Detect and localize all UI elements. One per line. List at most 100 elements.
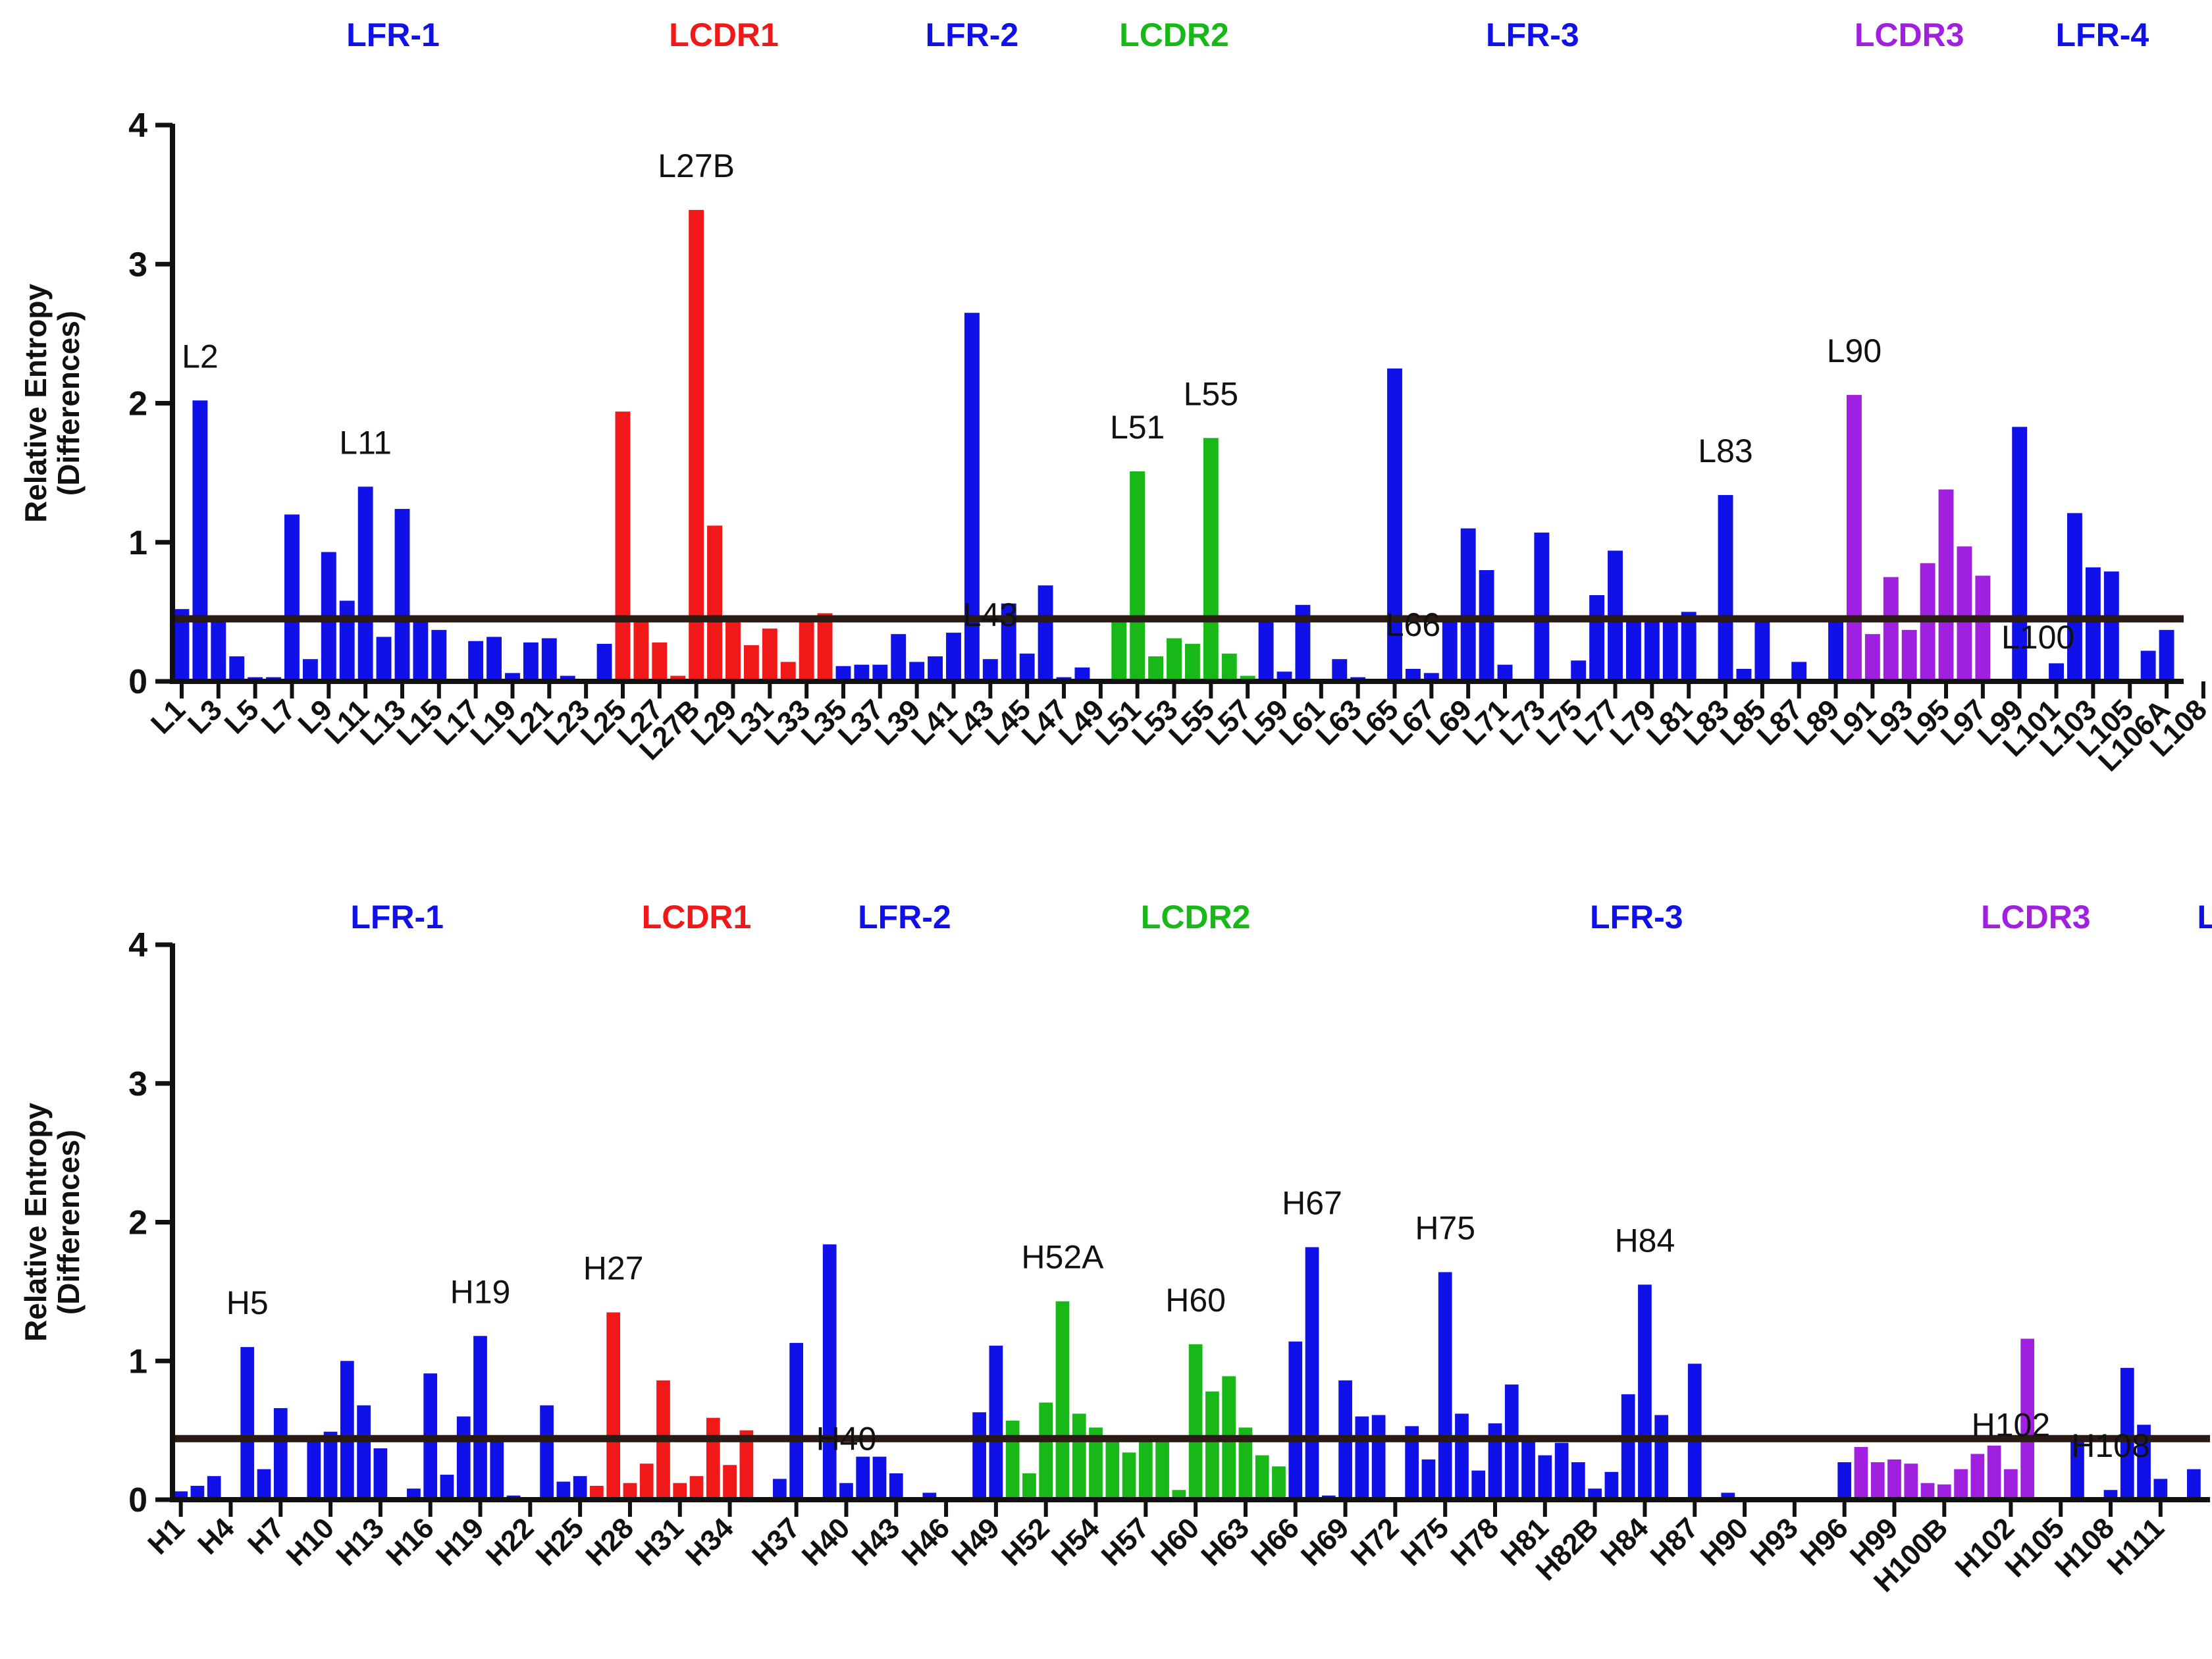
bar-L69 bbox=[1460, 528, 1476, 681]
bar-L31 bbox=[762, 628, 777, 681]
peak-annotation: L83 bbox=[1698, 433, 1752, 469]
bar-L8 bbox=[302, 659, 318, 681]
bar-L71 bbox=[1497, 664, 1513, 681]
bar-H87 bbox=[1687, 1363, 1702, 1500]
bar-H41 bbox=[856, 1456, 870, 1500]
bar-L48 bbox=[1074, 667, 1090, 681]
peak-annotation: L100 bbox=[2001, 619, 2074, 656]
bar-L87 bbox=[1791, 662, 1807, 681]
bar-H53 bbox=[1072, 1413, 1086, 1500]
bar-L57 bbox=[1240, 675, 1255, 681]
y-tick-label: 2 bbox=[128, 1204, 147, 1242]
bar-H103 bbox=[2020, 1338, 2035, 1500]
peak-annotation: H102 bbox=[1972, 1407, 2051, 1444]
bar-L84 bbox=[1736, 668, 1752, 681]
bar-L3 bbox=[211, 618, 226, 681]
bar-H5 bbox=[240, 1347, 255, 1500]
bar-L106A bbox=[2159, 629, 2174, 681]
y-axis-label: Relative Entropy bbox=[18, 1103, 53, 1342]
x-tick-label: H49 bbox=[945, 1512, 1006, 1572]
y-tick-label: 2 bbox=[128, 385, 147, 423]
bar-H82A bbox=[1571, 1462, 1585, 1500]
bar-L55 bbox=[1203, 438, 1219, 681]
bar-L37 bbox=[872, 664, 888, 681]
bar-L90 bbox=[1846, 394, 1862, 681]
x-tick-label: H96 bbox=[1794, 1512, 1855, 1572]
bar-L85 bbox=[1754, 620, 1770, 681]
bar-H96 bbox=[1837, 1462, 1852, 1500]
peak-annotation: L27B bbox=[658, 147, 735, 184]
bar-H100 bbox=[1904, 1463, 1918, 1500]
x-tick-label: H54 bbox=[1045, 1512, 1106, 1572]
peak-annotation: H52A bbox=[1021, 1239, 1104, 1276]
bar-H23 bbox=[540, 1405, 554, 1500]
peak-annotation: L66 bbox=[1386, 606, 1440, 643]
y-axis-label: Relative Entropy bbox=[18, 284, 53, 523]
bar-H12 bbox=[357, 1405, 371, 1500]
peak-annotation: H60 bbox=[1165, 1282, 1226, 1319]
x-tick-label: H34 bbox=[679, 1512, 740, 1572]
peak-annotation: H84 bbox=[1615, 1222, 1675, 1259]
y-tick-label: 1 bbox=[128, 524, 147, 562]
bar-H57 bbox=[1138, 1438, 1153, 1500]
x-tick-label: H105 bbox=[1999, 1512, 2070, 1583]
bar-L27A bbox=[670, 675, 686, 681]
x-tick-label: H66 bbox=[1245, 1512, 1305, 1572]
peak-annotation: H75 bbox=[1415, 1209, 1475, 1246]
x-tick-label: H52 bbox=[995, 1512, 1056, 1572]
bar-H55 bbox=[1105, 1440, 1120, 1500]
bar-H63 bbox=[1238, 1427, 1253, 1500]
bar-H31 bbox=[673, 1483, 687, 1500]
bar-L27B bbox=[689, 209, 704, 681]
region-label-lfr-3: LFR-3 bbox=[1486, 16, 1579, 53]
y-tick-label: 0 bbox=[128, 663, 147, 701]
bar-H106 bbox=[2070, 1441, 2084, 1500]
bar-H49 bbox=[989, 1346, 1003, 1500]
bar-H82B bbox=[1588, 1488, 1602, 1500]
bar-H66 bbox=[1288, 1341, 1303, 1500]
bar-L17 bbox=[468, 641, 484, 681]
x-tick-label: H78 bbox=[1444, 1512, 1505, 1572]
bar-H32 bbox=[689, 1476, 704, 1500]
bar-H85 bbox=[1654, 1415, 1669, 1500]
bar-L75 bbox=[1571, 660, 1587, 681]
bar-H40 bbox=[839, 1483, 853, 1500]
bar-L21 bbox=[541, 638, 557, 681]
bar-H82 bbox=[1554, 1442, 1569, 1500]
x-tick-label: H75 bbox=[1395, 1512, 1456, 1572]
bar-H99 bbox=[1887, 1459, 1901, 1500]
bar-L101 bbox=[2049, 663, 2064, 681]
bar-H15 bbox=[407, 1488, 421, 1500]
bar-H73 bbox=[1405, 1426, 1419, 1500]
bar-L4 bbox=[229, 656, 245, 681]
y-tick-label: 4 bbox=[128, 107, 147, 145]
region-label-lcdr2: LCDR2 bbox=[1141, 899, 1251, 935]
bar-H33 bbox=[706, 1417, 720, 1500]
region-label-lcdr1: LCDR1 bbox=[669, 16, 779, 53]
x-tick-label: H16 bbox=[380, 1512, 440, 1572]
bar-H64 bbox=[1255, 1455, 1269, 1500]
bar-L35 bbox=[835, 666, 851, 681]
bar-L20 bbox=[523, 642, 539, 681]
bar-H11 bbox=[340, 1361, 354, 1500]
bar-H20 bbox=[490, 1440, 504, 1500]
bar-H6 bbox=[257, 1469, 271, 1500]
x-tick-label: H111 bbox=[2101, 1512, 2171, 1581]
x-tick-label: H28 bbox=[579, 1512, 640, 1572]
x-tick-label: H60 bbox=[1145, 1512, 1205, 1572]
x-tick-label: H84 bbox=[1594, 1512, 1655, 1572]
x-tick-label: H10 bbox=[280, 1512, 340, 1572]
region-label-lfr-1: LFR-1 bbox=[350, 899, 444, 935]
bar-H84 bbox=[1638, 1284, 1652, 1500]
x-tick-label: H57 bbox=[1095, 1512, 1156, 1572]
x-tick-label: H19 bbox=[430, 1512, 490, 1572]
bar-H7 bbox=[273, 1408, 288, 1500]
bar-L80 bbox=[1662, 618, 1678, 681]
bar-L29 bbox=[725, 620, 741, 681]
bar-H19 bbox=[473, 1336, 487, 1500]
region-label-lfr-1: LFR-1 bbox=[346, 16, 440, 53]
bar-L26 bbox=[633, 620, 649, 681]
region-label-lfr-2: LFR-2 bbox=[858, 899, 951, 935]
bar-L78 bbox=[1625, 618, 1641, 681]
peak-annotation: H19 bbox=[450, 1273, 511, 1310]
